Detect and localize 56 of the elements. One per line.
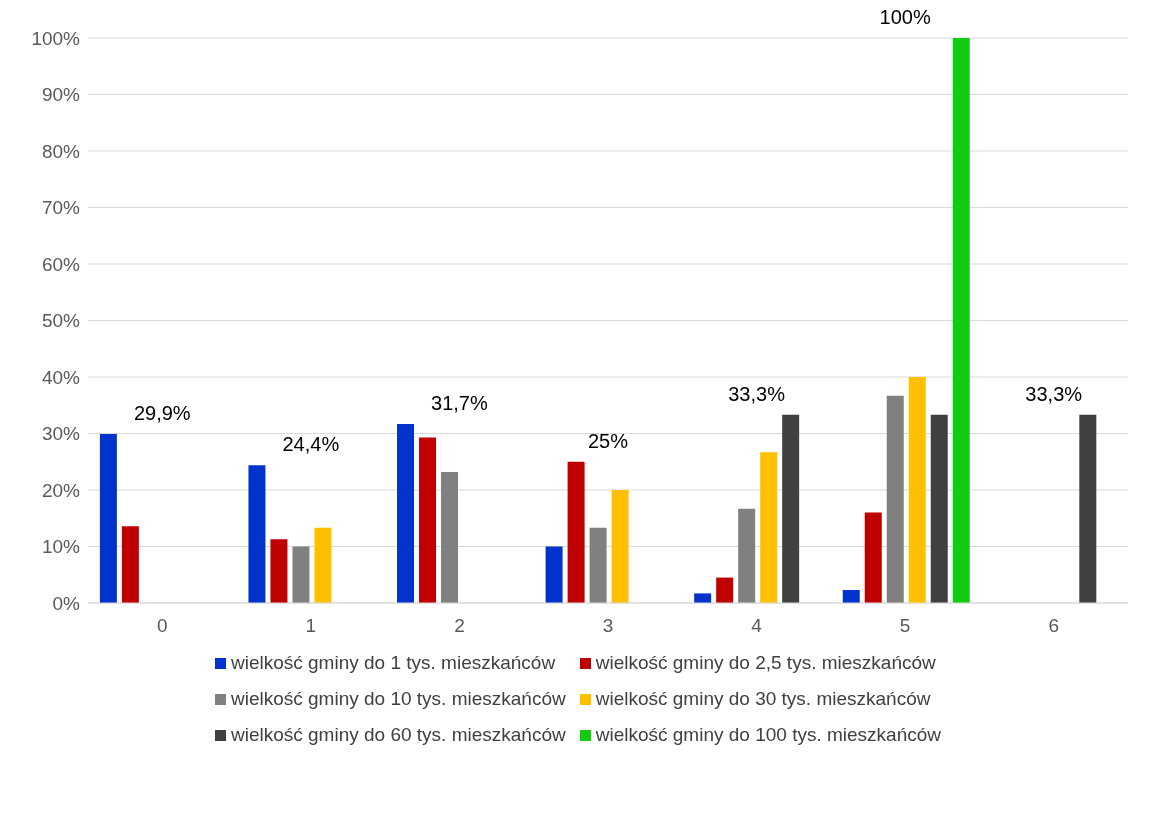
legend-label: wielkość gminy do 1 tys. mieszkańców	[230, 652, 556, 674]
bar	[397, 423, 415, 603]
bar	[1079, 414, 1097, 603]
legend-label: wielkość gminy do 10 tys. mieszkańców	[230, 688, 566, 710]
text: 100%	[879, 6, 931, 28]
bar	[99, 434, 117, 603]
bar	[270, 539, 288, 603]
y-tick-label: 50%	[41, 310, 81, 332]
x-tick-label: 6	[1048, 615, 1059, 637]
bar	[760, 452, 778, 603]
x-tick-label: 2	[454, 615, 465, 637]
bar	[886, 395, 904, 603]
bar	[716, 577, 734, 603]
bar	[292, 546, 310, 603]
x-tick-label: 0	[157, 615, 168, 637]
y-tick-label: 60%	[41, 253, 81, 275]
x-tick-label: 4	[751, 615, 763, 637]
bar	[782, 414, 800, 603]
annotation: 31,7%	[431, 391, 488, 414]
bar	[545, 546, 563, 603]
bar	[611, 490, 629, 603]
legend-label: wielkość gminy do 60 tys. mieszkańców	[230, 724, 566, 746]
bar	[842, 590, 860, 603]
bar	[864, 512, 882, 603]
annotation: 33,3%	[1025, 382, 1083, 405]
bar	[121, 526, 139, 603]
bar	[441, 471, 459, 603]
bar	[567, 461, 585, 603]
x-tick-label: 3	[602, 615, 614, 637]
bar	[314, 527, 332, 603]
y-tick-label: 40%	[41, 366, 81, 388]
legend-label: wielkość gminy do 30 tys. mieszkańców	[595, 688, 931, 710]
legend-label: wielkość gminy do 2,5 tys. mieszkańców	[595, 652, 936, 674]
x-tick-label: 5	[899, 615, 911, 637]
bar	[738, 508, 756, 603]
x-tick-label: 1	[305, 615, 317, 637]
y-tick-label: 0%	[52, 592, 81, 614]
bar	[248, 465, 266, 603]
y-tick-label: 30%	[41, 423, 81, 445]
y-tick-label: 70%	[41, 197, 81, 219]
y-tick-label: 10%	[41, 536, 81, 558]
y-tick-label: 20%	[41, 479, 81, 501]
bar	[930, 414, 948, 603]
bar	[419, 437, 437, 603]
annotation: 33,3%	[728, 382, 786, 405]
y-tick-label: 90%	[41, 84, 81, 106]
bar	[589, 527, 607, 603]
annotation: 25%	[587, 429, 629, 452]
legend-label: wielkość gminy do 100 tys. mieszkańców	[595, 724, 942, 746]
bar	[694, 593, 712, 603]
annotation: 24,4%	[282, 433, 340, 456]
y-tick-label: 80%	[41, 140, 81, 162]
bar	[952, 38, 970, 603]
annotation: 29,9%	[133, 402, 191, 425]
y-tick-label: 100%	[31, 27, 81, 49]
bar	[908, 377, 926, 603]
